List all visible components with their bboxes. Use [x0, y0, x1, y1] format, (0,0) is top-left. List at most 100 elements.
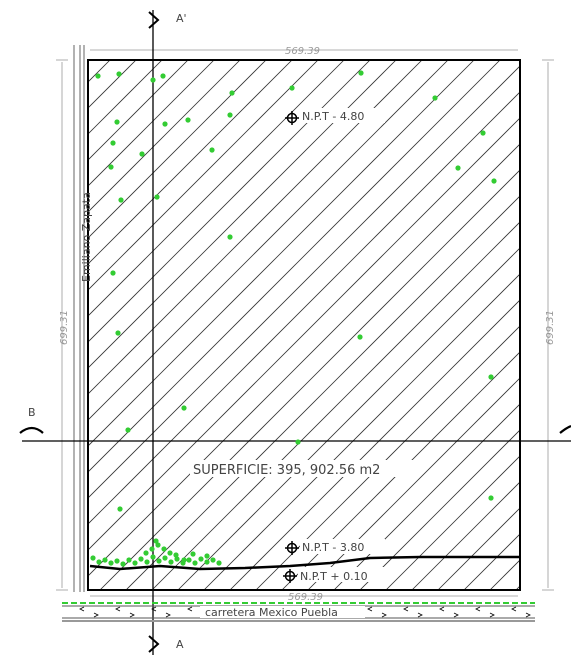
tree-icon	[186, 557, 192, 563]
tree-icon	[488, 374, 494, 380]
road-arrow-left-icon	[367, 606, 373, 612]
hatch-line	[88, 60, 345, 317]
tree-icon	[480, 130, 486, 136]
street-left-lines	[73, 45, 85, 592]
hatch-line	[88, 60, 189, 161]
tree-icon	[227, 112, 233, 118]
tree-icon	[192, 560, 198, 566]
road-arrow-left-icon	[475, 606, 481, 612]
tree-icon	[125, 427, 131, 433]
tree-icon	[115, 330, 121, 336]
tree-icon	[143, 550, 149, 556]
tree-icon	[174, 556, 180, 562]
tree-icon	[156, 558, 162, 564]
terrain-line	[89, 555, 520, 571]
section-arrow-bottom-icon	[148, 635, 160, 653]
road-arrow-right-icon	[129, 612, 135, 618]
road-arrow-left-icon	[115, 606, 121, 612]
tree-icon	[229, 90, 235, 96]
tree-icon	[108, 560, 114, 566]
tree-icon	[160, 73, 166, 79]
tree-icon	[153, 538, 159, 544]
hatch-line	[359, 429, 520, 590]
tree-icon	[144, 559, 150, 565]
hatch-line	[151, 221, 520, 590]
tree-icon	[358, 70, 364, 76]
tree-icon	[114, 119, 120, 125]
road-arrow-left-icon	[187, 606, 193, 612]
tree-icon	[102, 557, 108, 563]
tree-icon	[357, 334, 363, 340]
road-arrow-right-icon	[525, 612, 531, 618]
tree-icon	[114, 558, 120, 564]
road-arrow-left-icon	[79, 606, 85, 612]
tree-icon	[150, 77, 156, 83]
section-label-left: B	[28, 406, 36, 419]
road-arrow-right-icon	[165, 612, 171, 618]
hatch-line	[88, 60, 475, 447]
tree-icon	[209, 147, 215, 153]
hatch-line	[229, 299, 520, 590]
dimension-right: 699.31	[545, 310, 556, 345]
hatch-line	[99, 169, 520, 590]
road-arrow-left-icon	[439, 606, 445, 612]
tree-icon	[117, 506, 123, 512]
hatch-line	[411, 481, 520, 590]
section-arrow-right-icon	[559, 424, 571, 434]
superficie-bg	[190, 460, 415, 477]
hatch-line	[88, 60, 397, 369]
hatch-line	[88, 60, 319, 291]
tree-icon	[167, 550, 173, 556]
tree-icon	[110, 270, 116, 276]
section-label-bottom: A	[176, 638, 184, 651]
tree-icon	[150, 554, 156, 560]
dimension-lines	[56, 49, 554, 597]
hatch-line	[88, 60, 267, 239]
tree-icon	[90, 555, 96, 561]
tree-icon	[95, 73, 101, 79]
hatch-line	[88, 60, 423, 395]
npt-mid-label: N.P.T - 3.80	[302, 541, 364, 554]
road-arrow-right-icon	[93, 612, 99, 618]
hatch-line	[489, 559, 520, 590]
tree-icon	[198, 556, 204, 562]
tree-icon	[181, 557, 187, 563]
lot-boundary	[87, 59, 521, 591]
hatch-line	[88, 60, 215, 187]
npt-top-bg	[300, 108, 385, 123]
section-arrow-left-icon	[19, 426, 44, 434]
hatch-line	[255, 325, 520, 590]
hatch-line	[88, 60, 241, 213]
npt-bottom-bg	[298, 567, 386, 582]
tree-icon	[126, 557, 132, 563]
tree-icon	[432, 95, 438, 101]
tree-icon	[116, 71, 122, 77]
tree-icon	[173, 552, 179, 558]
hatch-line	[281, 351, 520, 590]
tree-icon	[161, 546, 167, 552]
road-arrow-left-icon	[403, 606, 409, 612]
section-label-top: A'	[176, 12, 187, 25]
hatch-line	[88, 143, 520, 577]
road-arrow-left-icon	[151, 606, 157, 612]
hatch-line	[125, 195, 520, 590]
hatch-line	[88, 91, 520, 525]
road-label-bg	[200, 606, 365, 618]
tree-icon	[455, 165, 461, 171]
tree-icon	[96, 559, 102, 565]
tree-icon	[210, 557, 216, 563]
road-arrow-right-icon	[417, 612, 423, 618]
hatch-line	[385, 455, 520, 590]
tree-icon	[139, 151, 145, 157]
dimension-bottom: 569.39	[288, 592, 323, 603]
hatch-line	[515, 585, 520, 590]
npt-top-label: N.P.T - 4.80	[302, 110, 364, 123]
road-label: carretera Mexico Puebla	[205, 606, 338, 619]
dimension-left: 699.31	[59, 310, 70, 345]
road-arrow-left-icon	[511, 606, 517, 612]
tree-icon	[168, 559, 174, 565]
dimension-top: 569.39	[285, 46, 320, 57]
tree-icon	[491, 178, 497, 184]
tree-icon	[204, 553, 210, 559]
hatch-line	[558, 50, 571, 600]
